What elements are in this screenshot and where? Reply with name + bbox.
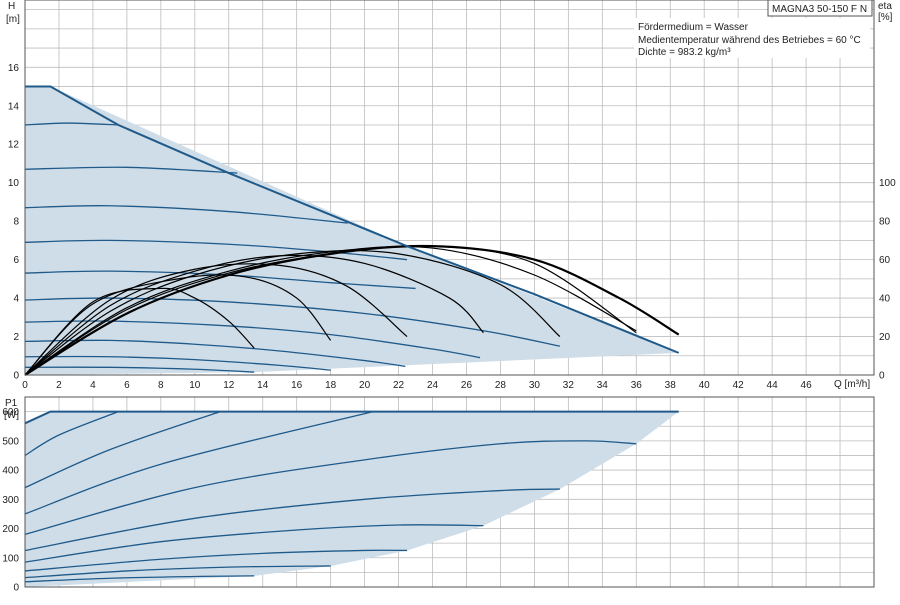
flow-axis-ticks: 0 2 4 6 8 10 12 14 16 18 20 22 24 26 28 30 32 34 36 38 40 42 4… [22, 380, 812, 391]
flow-tick-label: 6 [124, 380, 130, 391]
flow-tick-label: 20 [359, 380, 371, 391]
head-curve [24, 355, 331, 371]
head-curve [24, 122, 119, 126]
head-efficiency-panel: 0 2 4 6 8 10 12 14 16 18 20 22 24 26 28 30 32 34 36 38 40 42 4… [6, 0, 896, 391]
head-tick-label: 10 [8, 178, 20, 189]
head-tick-label: 0 [13, 371, 19, 382]
flow-tick-label: 16 [291, 380, 303, 391]
head-envelope-area [25, 86, 679, 375]
flow-tick-label: 42 [733, 380, 745, 391]
head-curve [24, 320, 481, 359]
power-curves [24, 410, 637, 583]
power-axis-label: P1 [5, 398, 18, 409]
flow-tick-label: 30 [529, 380, 541, 391]
head-tick-label: 8 [13, 217, 19, 228]
power-frame [24, 396, 875, 588]
head-tick-label: 16 [8, 63, 20, 74]
head-tick-label: 12 [8, 140, 20, 151]
efficiency-tick-label: 60 [879, 255, 891, 266]
model-label: MAGNA3 50-150 F N [772, 4, 867, 15]
flow-tick-label: 14 [257, 380, 269, 391]
flow-tick-label: 44 [767, 380, 779, 391]
flow-tick-label: 32 [563, 380, 575, 391]
head-tick-label: 6 [13, 255, 19, 266]
efficiency-curve [24, 263, 408, 376]
power-curve [24, 411, 119, 457]
power-tick-label: 0 [13, 583, 19, 594]
power-tick-label: 100 [2, 553, 19, 564]
power-tick-label: 300 [2, 495, 19, 506]
power-envelope-area [25, 411, 679, 587]
flow-tick-label: 2 [56, 380, 62, 391]
efficiency-tick-label: 20 [879, 332, 891, 343]
head-curve [24, 166, 238, 174]
max-power-curve [24, 410, 679, 425]
power-axis-unit: [W] [4, 410, 19, 421]
power-panel: 0 100 200 300 400 500 600 P1 [W] [2, 396, 875, 594]
efficiency-tick-label: 40 [879, 294, 891, 305]
head-axis-unit: [m] [6, 14, 20, 25]
flow-tick-label: 12 [223, 380, 235, 391]
flow-tick-label: 10 [189, 380, 201, 391]
efficiency-tick-label: 0 [879, 371, 885, 382]
head-curve [24, 339, 406, 367]
flow-tick-label: 18 [325, 380, 337, 391]
head-frame [24, 0, 875, 376]
power-axis-ticks: 0 100 200 300 400 500 600 [2, 407, 19, 593]
power-tick-label: 400 [2, 466, 19, 477]
info-medium: Fördermedium = Wasser [638, 22, 749, 33]
flow-tick-label: 34 [597, 380, 609, 391]
head-tick-label: 4 [13, 294, 19, 305]
head-tick-label: 2 [13, 332, 19, 343]
flow-tick-label: 22 [393, 380, 405, 391]
power-curve [24, 488, 560, 552]
head-curve [24, 366, 255, 373]
power-curve [24, 549, 408, 572]
flow-tick-label: 40 [699, 380, 711, 391]
power-tick-label: 200 [2, 524, 19, 535]
efficiency-tick-label: 100 [879, 178, 896, 189]
info-box [634, 18, 870, 58]
power-tick-label: 500 [2, 436, 19, 447]
power-curve [24, 565, 331, 579]
efficiency-axis-unit: [%] [878, 12, 893, 23]
efficiency-tick-label: 80 [879, 217, 891, 228]
power-curve [24, 411, 221, 489]
efficiency-axis-label: eta [878, 1, 892, 12]
flow-tick-label: 0 [22, 380, 28, 391]
flow-tick-label: 38 [665, 380, 677, 391]
efficiency-curve [24, 274, 332, 376]
flow-tick-label: 24 [427, 380, 439, 391]
flow-tick-label: 26 [461, 380, 473, 391]
head-curve [24, 239, 408, 261]
efficiency-curve [24, 249, 561, 376]
power-curve [24, 575, 255, 583]
head-axis-label: H [8, 1, 15, 12]
head-tick-label: 14 [8, 101, 20, 112]
efficiency-axis-ticks: 0 20 40 60 80 100 [879, 178, 896, 381]
power-curve [24, 410, 374, 515]
efficiency-curves [24, 244, 680, 376]
flow-tick-label: 46 [801, 380, 813, 391]
flow-tick-label: 28 [495, 380, 507, 391]
flow-tick-label: 4 [90, 380, 96, 391]
flow-tick-label: 8 [158, 380, 164, 391]
power-curve [24, 440, 637, 536]
head-axis-ticks: 0 2 4 6 8 10 12 14 16 [8, 63, 20, 382]
flow-axis-label: Q [m³/h] [834, 379, 870, 390]
efficiency-curve [24, 245, 637, 376]
power-curve [24, 524, 484, 563]
max-head-curve [25, 85, 680, 354]
head-curve [24, 205, 348, 224]
power-tick-label: 600 [2, 407, 19, 418]
info-density: Dichte = 983.2 kg/m³ [638, 47, 731, 58]
max-efficiency-curve [24, 244, 680, 376]
flow-tick-label: 36 [631, 380, 643, 391]
model-label-box [767, 0, 873, 17]
info-temperature: Medientemperatur während des Betriebes =… [638, 35, 861, 46]
